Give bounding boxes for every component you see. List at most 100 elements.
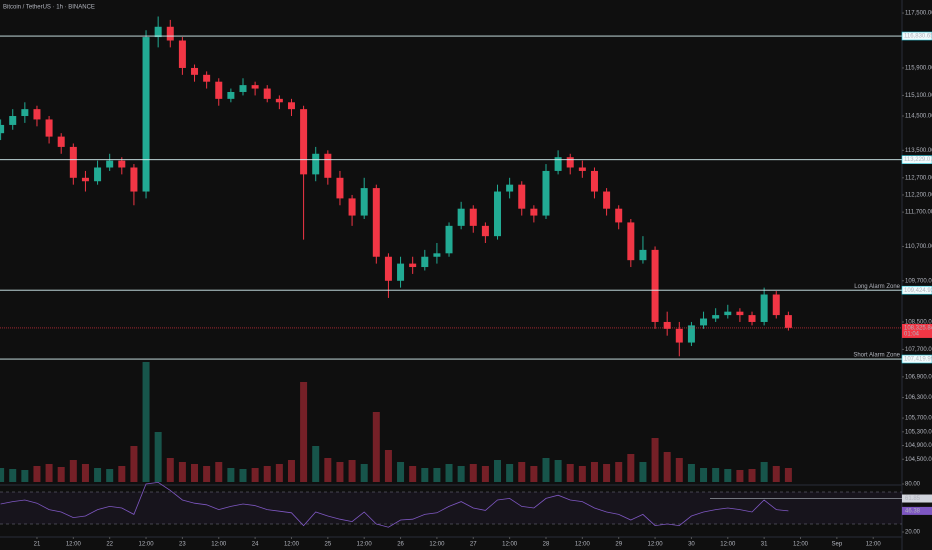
volume-bar bbox=[506, 464, 514, 482]
volume-bar bbox=[421, 468, 429, 482]
candle-body bbox=[530, 208, 538, 216]
x-tick-label: 26 bbox=[397, 542, 404, 548]
candle-body bbox=[748, 315, 756, 322]
level-label: 113,229.07 bbox=[904, 157, 932, 163]
candle-body bbox=[384, 256, 392, 281]
candle-body bbox=[651, 249, 659, 322]
candle-body bbox=[494, 191, 502, 237]
candle-body bbox=[178, 40, 186, 68]
candle-body bbox=[203, 74, 211, 82]
candle-body bbox=[324, 153, 332, 178]
volume-bar bbox=[384, 450, 392, 482]
volume-bar bbox=[724, 469, 732, 482]
volume-bar bbox=[178, 462, 186, 482]
x-tick-label: 27 bbox=[470, 542, 477, 548]
volume-bar bbox=[530, 466, 538, 482]
candle-body bbox=[566, 157, 574, 168]
countdown-label: 01:04 bbox=[904, 332, 920, 338]
volume-bar bbox=[21, 470, 29, 482]
candle-body bbox=[69, 146, 77, 178]
x-tick-label: 24 bbox=[252, 542, 259, 548]
x-tick-label: 12:00 bbox=[429, 542, 445, 548]
candle-body bbox=[348, 198, 356, 216]
candle-body bbox=[275, 98, 283, 103]
volume-bar bbox=[481, 466, 489, 482]
candle-body bbox=[33, 109, 41, 120]
candle-body bbox=[287, 102, 295, 110]
volume-bar bbox=[227, 468, 235, 482]
x-tick-label: 23 bbox=[179, 542, 186, 548]
candle-body bbox=[554, 157, 562, 171]
rsi-band-fill bbox=[0, 492, 902, 524]
candle-body bbox=[251, 85, 259, 89]
candle-body bbox=[506, 184, 514, 192]
volume-bar bbox=[397, 462, 405, 482]
rsi-ma-label: 61.85 bbox=[905, 496, 921, 502]
y-tick-label: 107,700.00 bbox=[905, 347, 932, 353]
zone-label: Long Alarm Zone bbox=[854, 284, 900, 290]
y-tick-label: 113,500.00 bbox=[905, 148, 932, 154]
y-tick-label: 106,900.00 bbox=[905, 374, 932, 380]
volume-bar bbox=[324, 458, 332, 482]
candle-body bbox=[675, 328, 683, 343]
candle-body bbox=[687, 325, 695, 343]
volume-bar bbox=[191, 464, 199, 482]
volume-bar bbox=[518, 462, 526, 482]
candle-body bbox=[724, 311, 732, 316]
volume-bar bbox=[566, 464, 574, 482]
x-tick-label: 12:00 bbox=[357, 542, 373, 548]
x-tick-label: Sep bbox=[832, 542, 843, 548]
x-tick-label: 30 bbox=[688, 542, 695, 548]
candle-body bbox=[627, 222, 635, 261]
volume-bar bbox=[675, 458, 683, 482]
volume-bar bbox=[772, 466, 780, 482]
volume-bar bbox=[663, 452, 671, 482]
volume-bar bbox=[57, 467, 65, 482]
x-tick-label: 12:00 bbox=[720, 542, 736, 548]
volume-bar bbox=[712, 468, 720, 482]
x-tick-label: 29 bbox=[615, 542, 622, 548]
volume-bar bbox=[360, 464, 368, 482]
candle-body bbox=[481, 225, 489, 237]
y-tick-label: 106,300.00 bbox=[905, 395, 932, 401]
candle-body bbox=[215, 81, 223, 99]
volume-bar bbox=[372, 412, 380, 482]
y-tick-label: 110,700.00 bbox=[905, 244, 932, 250]
volume-bar bbox=[784, 468, 792, 482]
volume-bar bbox=[469, 464, 477, 482]
volume-bar bbox=[542, 458, 550, 482]
candle-body bbox=[300, 109, 308, 175]
candle-body bbox=[542, 170, 550, 216]
volume-bar bbox=[154, 432, 162, 482]
volume-bar bbox=[687, 464, 695, 482]
volume-bar bbox=[639, 462, 647, 482]
volume-bar bbox=[336, 462, 344, 482]
volume-bar bbox=[94, 468, 102, 482]
candle-body bbox=[409, 263, 417, 268]
volume-bar bbox=[118, 466, 126, 482]
volume-bar bbox=[760, 462, 768, 482]
volume-bar bbox=[239, 469, 247, 482]
y-tick-label: 114,500.00 bbox=[905, 114, 932, 120]
candle-body bbox=[360, 188, 368, 216]
candle-body bbox=[94, 167, 102, 182]
candle-body bbox=[445, 225, 453, 254]
y-tick-label: 115,100.00 bbox=[905, 93, 932, 99]
x-tick-label: 12:00 bbox=[139, 542, 155, 548]
candle-body bbox=[9, 116, 17, 125]
candle-body bbox=[457, 208, 465, 226]
volume-bar bbox=[603, 464, 611, 482]
volume-bar bbox=[275, 464, 283, 482]
y-tick-label: 111,700.00 bbox=[905, 210, 932, 216]
candle-body bbox=[239, 85, 247, 92]
level-badge bbox=[901, 285, 932, 295]
candle-body bbox=[191, 67, 199, 75]
volume-bar bbox=[9, 469, 17, 482]
candle-body bbox=[603, 191, 611, 209]
x-tick-label: 21 bbox=[34, 542, 41, 548]
x-tick-label: 25 bbox=[324, 542, 331, 548]
candle-body bbox=[0, 124, 5, 134]
candle-body bbox=[227, 91, 235, 99]
